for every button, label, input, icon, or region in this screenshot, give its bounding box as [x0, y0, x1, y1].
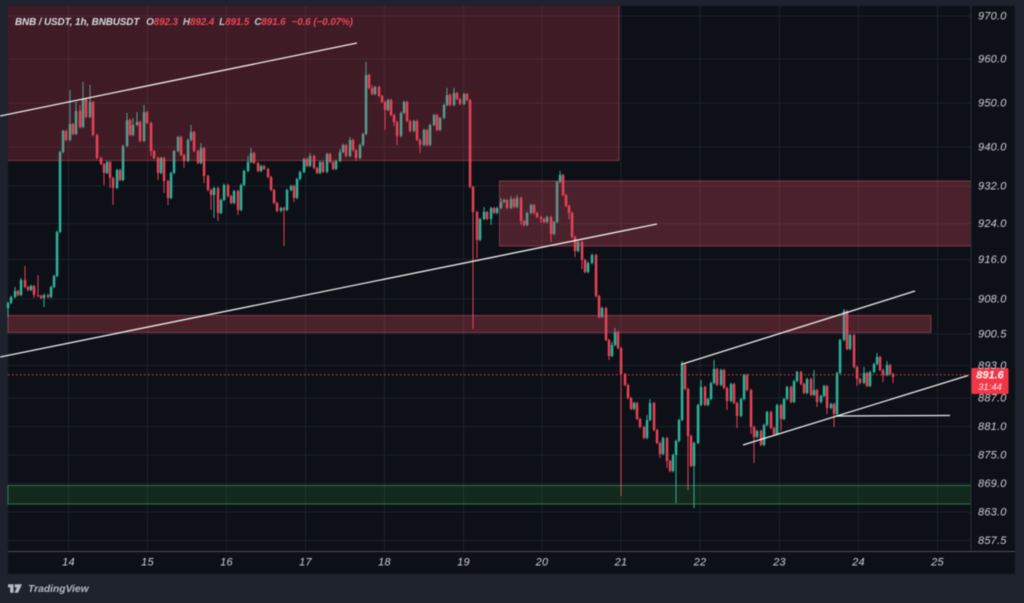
svg-text:15: 15 — [141, 557, 154, 569]
svg-text:19: 19 — [457, 557, 470, 569]
svg-text:18: 18 — [378, 557, 391, 569]
svg-text:17: 17 — [299, 557, 312, 569]
svg-text:881.0: 881.0 — [978, 421, 1007, 433]
svg-text:891.6: 891.6 — [976, 370, 1004, 382]
svg-text:863.0: 863.0 — [978, 507, 1007, 519]
svg-text:25: 25 — [930, 557, 944, 569]
svg-text:875.0: 875.0 — [978, 450, 1007, 462]
svg-text:916.0: 916.0 — [978, 254, 1007, 266]
svg-text:20: 20 — [535, 557, 549, 569]
svg-text:893.0: 893.0 — [978, 360, 1007, 372]
svg-text:900.5: 900.5 — [978, 329, 1007, 341]
svg-text:16: 16 — [220, 557, 233, 569]
svg-text:869.0: 869.0 — [978, 478, 1007, 490]
svg-text:970.0: 970.0 — [978, 11, 1007, 23]
svg-text:21: 21 — [614, 557, 628, 569]
svg-text:14: 14 — [62, 557, 75, 569]
svg-text:TradingView: TradingView — [28, 584, 90, 595]
svg-text:960.0: 960.0 — [978, 54, 1007, 66]
svg-text:908.0: 908.0 — [978, 294, 1007, 306]
svg-text:950.0: 950.0 — [978, 98, 1007, 110]
svg-text:22: 22 — [693, 557, 707, 569]
svg-text:23: 23 — [772, 557, 786, 569]
svg-text:932.0: 932.0 — [978, 181, 1007, 193]
svg-text:924.0: 924.0 — [978, 218, 1007, 230]
svg-text:887.0: 887.0 — [978, 393, 1007, 405]
svg-text:940.0: 940.0 — [978, 142, 1007, 154]
svg-text:24: 24 — [851, 557, 865, 569]
svg-text:857.5: 857.5 — [978, 535, 1007, 547]
svg-text:31:44: 31:44 — [978, 382, 1002, 393]
